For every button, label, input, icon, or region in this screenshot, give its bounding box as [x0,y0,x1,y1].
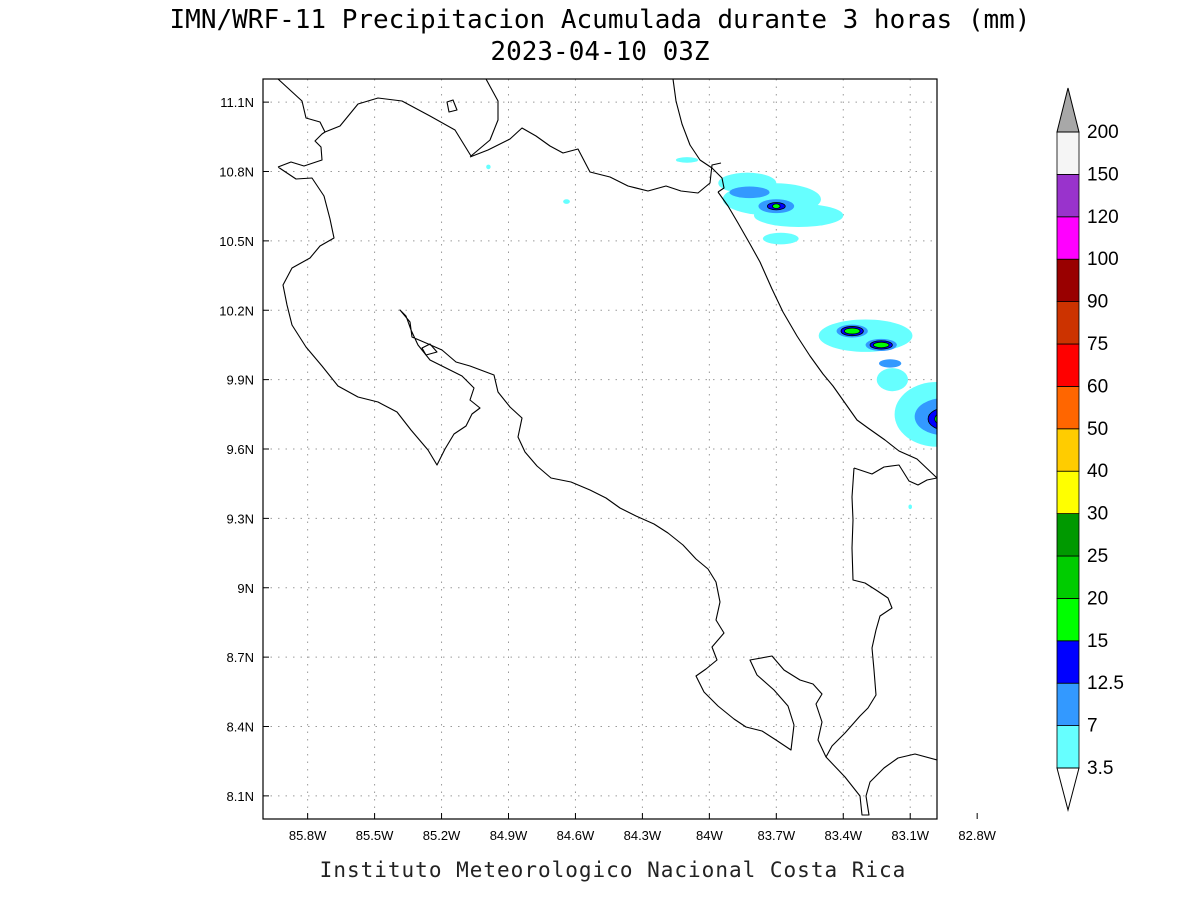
lon-tick-label: 83.4W [824,828,862,843]
lon-tick-label: 82.8W [958,828,996,843]
colorbar-label: 120 [1087,207,1119,228]
colorbar-label: 75 [1087,334,1108,355]
lon-tick-label: 83.7W [758,828,796,843]
precip-cell [729,186,770,199]
axis-ticks: 85.8W 85.5W 85.2W 84.9W 84.6W 84.3W 84W 83.7W 83… [219,95,996,843]
nicaragua-costa-rica-border [469,127,722,194]
colorbar-under-arrow [1056,767,1080,812]
colorbar-label: 20 [1087,588,1108,609]
colorbar-swatch [1056,173,1080,218]
colorbar-label: 40 [1087,461,1108,482]
precip-cell [974,494,985,500]
colorbar-swatch [1056,216,1080,260]
nicaragua-east-coast [672,79,725,193]
costa-rica-panama-pacific-border [853,464,937,486]
lon-tick-label: 84W [696,828,723,843]
colorbar-swatch [1056,131,1080,175]
map-title: IMN/WRF-11 Precipitacion Acumulada duran… [170,5,1031,35]
precip-cell [1020,501,1029,513]
colorbar-swatch [1056,555,1080,599]
colorbar-label: 50 [1087,419,1108,440]
lat-tick-label: 8.7N [227,650,254,665]
precip-cell [927,408,937,429]
lat-tick-label: 11.1N [220,95,254,110]
colorbar-swatch [1056,725,1080,769]
colorbar-swatch [1056,682,1080,727]
colorbar-swatch [1056,258,1080,303]
precip-cell [968,491,990,505]
precipitation-colorbar: 3.5 7 12.5 15 20 25 30 40 50 60 75 90 100 120 150 200 [1056,87,1124,812]
colorbar-swatch [1056,513,1080,557]
precip-cell [872,341,890,349]
colorbar-swatch [1056,385,1080,430]
lon-tick-label: 84.3W [624,828,662,843]
colorbar-label: 3.5 [1087,758,1113,779]
colorbar-label: 200 [1087,122,1119,143]
panama-pacific-coast [865,753,937,797]
lat-tick-label: 8.1N [227,789,254,804]
precip-cell [934,414,937,424]
caribbean-coast-nicaragua-costa-rica [277,79,499,157]
costa-rica-panama-land-border [825,467,893,758]
precip-cell [1013,491,1035,523]
colorbar-label: 7 [1087,716,1098,737]
colorbar-label: 90 [1087,292,1108,313]
colorbar-swatch [1056,598,1080,642]
colorbar-swatch [1056,640,1080,684]
institution-credit: Instituto Meteorologico Nacional Costa R… [320,858,907,882]
colorbar-swatch [1056,343,1080,387]
lat-tick-label: 10.5N [219,234,254,249]
colorbar-over-arrow [1056,87,1080,133]
colorbar-label: 150 [1087,164,1119,185]
colorbar-swatch [1056,301,1080,345]
map-subtitle: 2023-04-10 03Z [490,37,709,67]
lon-tick-label: 84.9W [490,828,528,843]
lat-tick-label: 9.9N [227,373,254,388]
caribbean-coast-costa-rica-panama [717,191,937,479]
precipitation-field [486,157,1035,695]
precip-cell [843,327,861,335]
coastlines-borders [277,79,937,816]
precip-cell [563,199,570,204]
precip-cell [962,417,1016,436]
lon-tick-label: 85.2W [423,828,461,843]
precip-cell [876,368,908,392]
lat-tick-label: 9N [237,581,254,596]
pacific-coast-costa-rica [277,131,870,816]
lat-tick-label: 10.8N [219,165,254,180]
lon-tick-label: 84.6W [557,828,595,843]
precip-cell [486,164,491,170]
colorbar-label: 30 [1087,504,1108,525]
colorbar-label: 15 [1087,631,1108,652]
colorbar-label: 60 [1087,376,1108,397]
colorbar-label: 25 [1087,546,1108,567]
precip-cell [943,415,959,423]
colorbar-swatch [1056,428,1080,472]
colorbar-label: 100 [1087,249,1119,270]
lon-tick-label: 85.8W [289,828,327,843]
precip-cell [818,319,913,352]
lon-tick-label: 83.1W [891,828,929,843]
precip-cell [675,157,699,163]
precip-cell [914,398,937,435]
precip-cell [995,690,999,695]
map-frame-background [263,79,937,819]
lon-tick-label: 85.5W [356,828,394,843]
colorbar-swatch [1056,470,1080,515]
lat-tick-label: 9.6N [227,442,254,457]
precip-cell [908,504,913,510]
precip-cell [772,203,781,209]
map-plot-area: 85.8W 85.5W 85.2W 84.9W 84.6W 84.3W 84W 83.7W 83… [219,78,1035,843]
nicoya-island [421,343,438,356]
lat-tick-label: 8.4N [227,720,254,735]
lat-tick-label: 9.3N [227,511,254,526]
precip-cell [762,232,799,245]
colorbar-label: 12.5 [1087,673,1124,694]
lake-island-north [446,99,458,113]
lat-tick-label: 10.2N [219,303,254,318]
precip-cell [878,359,902,368]
